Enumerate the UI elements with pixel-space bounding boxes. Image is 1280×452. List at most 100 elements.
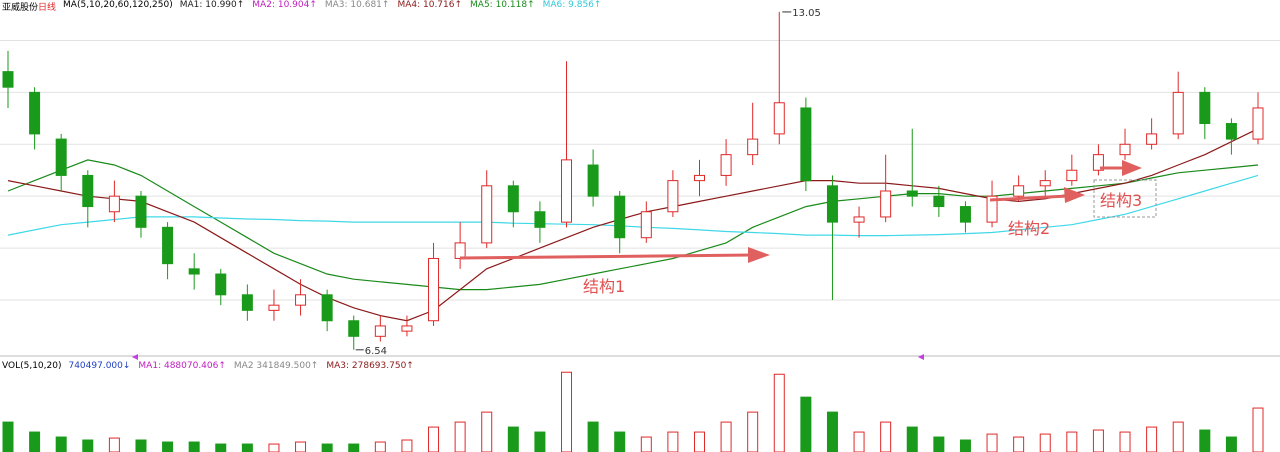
candle-body — [773, 102, 785, 135]
ma-item: MA4: 10.716↑ — [397, 0, 463, 10]
volume-title: VOL(5,10,20) — [2, 361, 62, 371]
candle-body — [108, 195, 120, 213]
volume-bar — [667, 431, 679, 452]
volume-bar — [454, 421, 466, 452]
candle-body — [1172, 91, 1184, 135]
volume-bar — [1199, 429, 1211, 452]
volume-bar — [55, 436, 67, 452]
volume-bar — [561, 371, 573, 452]
structure-label: 结构2 — [1008, 219, 1050, 238]
price-header: 亚威股份日线 MA(5,10,20,60,120,250) MA1: 10.99… — [2, 0, 601, 13]
volume-bar — [481, 411, 493, 452]
volume-item: MA3: 278693.750↑ — [326, 361, 414, 371]
ma-item: MA6: 9.856↑ — [542, 0, 602, 10]
volume-bar — [720, 421, 732, 452]
volume-bar — [82, 439, 94, 452]
candle-body — [481, 185, 493, 244]
candle-body — [215, 273, 227, 296]
volume-bar — [826, 411, 838, 452]
candle-body — [986, 195, 998, 223]
stock-name: 亚威股份 — [2, 3, 39, 13]
label-box — [1093, 179, 1157, 218]
candle-body — [374, 325, 386, 337]
candle-body — [1092, 154, 1104, 171]
candle-body — [640, 211, 652, 239]
ma-items: MA1: 10.990↑ MA2: 10.904↑ MA3: 10.681↑ MA4:… — [180, 0, 602, 13]
volume-bar — [800, 396, 812, 452]
volume-bar — [2, 421, 14, 452]
volume-bar — [614, 431, 626, 452]
candle-body — [667, 180, 679, 213]
structure-label: 结构1 — [583, 277, 625, 296]
candle-body — [800, 107, 812, 182]
arrow — [459, 253, 753, 260]
candle-body — [401, 325, 413, 332]
volume-item: MA1: 488070.406↑ — [138, 361, 226, 371]
candle-body — [880, 190, 892, 218]
volume-bar — [1066, 431, 1078, 452]
arrow-head — [1064, 187, 1085, 203]
volume-bar — [986, 433, 998, 452]
arrow-head — [748, 247, 770, 263]
candle-body — [321, 294, 333, 322]
candle-body — [747, 138, 759, 156]
volume-bar — [1172, 421, 1184, 452]
candle-body — [295, 294, 307, 306]
ma-params: MA(5,10,20,60,120,250) — [63, 0, 173, 10]
volume-item: MA2 341849.500↑ — [233, 361, 319, 371]
volume-bar — [1146, 426, 1158, 452]
candle-body — [428, 257, 440, 322]
candle-body — [2, 71, 14, 88]
candle-body — [348, 320, 360, 337]
annotations — [459, 160, 1157, 263]
volume-bar — [959, 439, 971, 452]
volume-bar — [906, 426, 918, 452]
volume-bar — [640, 436, 652, 452]
volume-bar — [268, 443, 280, 452]
volume-item: 740497.000↓ — [68, 361, 131, 371]
volume-bar — [241, 443, 253, 452]
candle-body — [959, 206, 971, 223]
volume-header: VOL(5,10,20) 740497.000↓ MA1: 488070.406↑… — [2, 361, 414, 371]
volume-bar — [321, 443, 333, 452]
candle-body — [135, 195, 147, 228]
candle-body — [507, 185, 519, 213]
volume-bar — [773, 373, 785, 452]
volume-bar — [880, 421, 892, 452]
volume-bar — [135, 439, 147, 452]
arrow-head — [1122, 160, 1142, 176]
candle-body — [906, 190, 918, 197]
volume-bar — [1225, 436, 1237, 452]
candle-body — [29, 91, 41, 135]
low-label: 6.54 — [365, 346, 387, 357]
candle-body — [268, 304, 280, 311]
volume-bar — [1039, 433, 1051, 452]
period: 日线 — [38, 3, 57, 13]
volume-bar — [29, 431, 41, 452]
volume-bar — [162, 441, 174, 452]
candle-body — [55, 138, 67, 176]
volume-items: 740497.000↓ MA1: 488070.406↑ MA2 341849.50… — [68, 361, 413, 371]
candle-body — [162, 226, 174, 265]
candle-body — [241, 294, 253, 311]
structure-label: 结构3 — [1100, 191, 1142, 210]
volume-bar — [215, 443, 227, 452]
candle-body — [454, 242, 466, 259]
candle-body — [534, 211, 546, 228]
volume-bar — [587, 421, 599, 452]
volume-bar — [1252, 407, 1264, 452]
arrow — [989, 194, 1069, 202]
marker — [918, 354, 924, 360]
candle-body — [720, 154, 732, 176]
candle-body — [1225, 123, 1237, 140]
plot: 13.05 6.54 — [0, 8, 1280, 452]
candle-body — [826, 185, 838, 223]
candle-body — [1066, 169, 1078, 182]
candle-body — [1039, 180, 1051, 187]
candle-body — [933, 195, 945, 208]
ma-item: MA3: 10.681↑ — [324, 0, 390, 10]
candle-body — [853, 216, 865, 223]
ma-line — [7, 159, 1259, 291]
